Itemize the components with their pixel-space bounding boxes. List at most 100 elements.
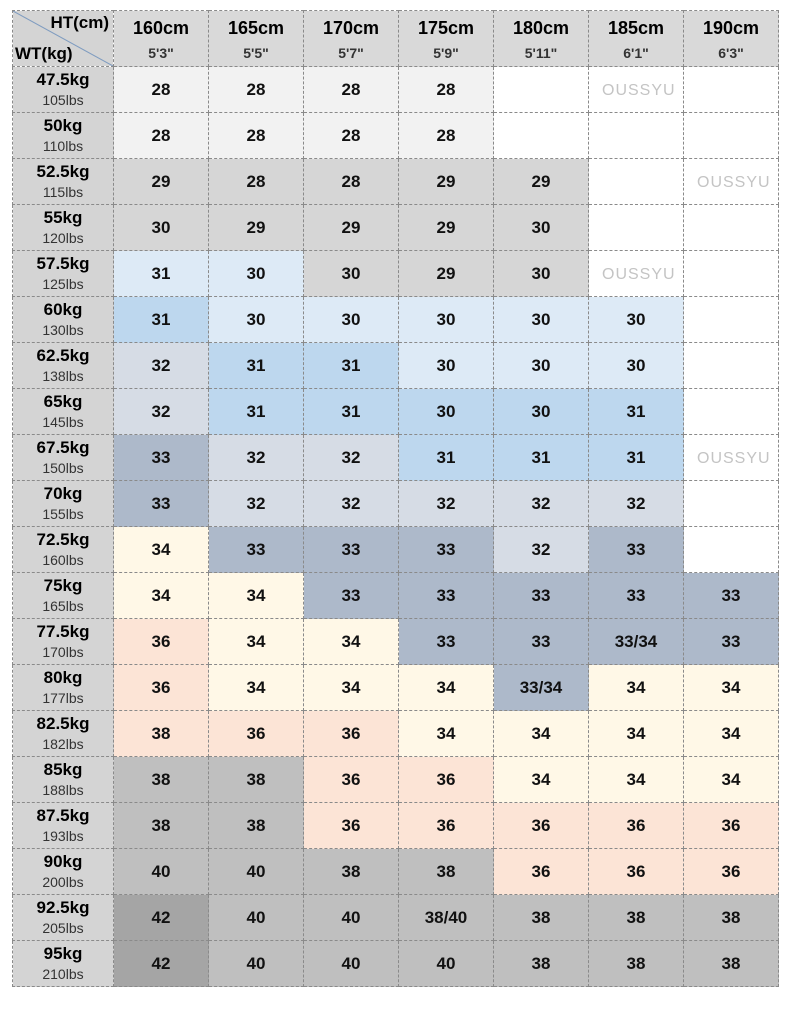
weight-lbs: 160lbs [42, 551, 84, 568]
weight-kg: 95kg [43, 943, 83, 963]
table-row: 55kg 120lbs 30 29 29 29 30 [12, 204, 779, 251]
size-cell: 33 [493, 572, 589, 619]
size-cell: 40 [208, 940, 304, 987]
size-cell: 34 [588, 664, 684, 711]
height-cm: 175cm [417, 18, 475, 38]
weight-lbs: 138lbs [42, 367, 84, 384]
size-cell: 33 [208, 526, 304, 573]
size-cell [683, 112, 779, 159]
size-cell [588, 66, 684, 113]
size-cell: 30 [493, 250, 589, 297]
size-cell: 33 [588, 526, 684, 573]
size-cell: 31 [113, 250, 209, 297]
size-cell: 38/40 [398, 894, 494, 941]
size-cell: 38 [683, 940, 779, 987]
weight-row-header: 85kg 188lbs [12, 756, 114, 803]
size-cell: 30 [493, 388, 589, 435]
size-cell: 33/34 [588, 618, 684, 665]
size-cell: 31 [588, 388, 684, 435]
size-cell: 36 [303, 710, 399, 757]
size-cell: 30 [493, 296, 589, 343]
table-row: 62.5kg 138lbs 32 31 31 30 30 30 [12, 342, 779, 389]
size-cell: 31 [398, 434, 494, 481]
weight-lbs: 105lbs [42, 91, 84, 108]
size-cell: 34 [493, 756, 589, 803]
size-cell: 32 [493, 480, 589, 527]
size-cell: 28 [303, 158, 399, 205]
size-cell: 30 [303, 296, 399, 343]
size-cell: 34 [208, 664, 304, 711]
weight-lbs: 205lbs [42, 919, 84, 936]
size-cell: 31 [588, 434, 684, 481]
table-row: 75kg 165lbs 34 34 33 33 33 33 33 [12, 572, 779, 619]
weight-row-header: 82.5kg 182lbs [12, 710, 114, 757]
size-cell: 33 [398, 526, 494, 573]
size-cell: 32 [303, 480, 399, 527]
size-cell: 32 [493, 526, 589, 573]
size-cell: 38 [303, 848, 399, 895]
weight-lbs: 155lbs [42, 505, 84, 522]
size-cell: 36 [398, 802, 494, 849]
size-cell: 36 [398, 756, 494, 803]
height-cm: 170cm [322, 18, 380, 38]
height-ft: 5'5" [243, 45, 269, 61]
height-column-header: 170cm 5'7" [303, 10, 399, 67]
weight-kg: 52.5kg [36, 161, 90, 181]
weight-kg: 80kg [43, 667, 83, 687]
size-cell: 32 [303, 434, 399, 481]
size-cell: 38 [683, 894, 779, 941]
size-cell: 38 [208, 802, 304, 849]
size-cell: 38 [113, 710, 209, 757]
weight-row-header: 90kg 200lbs [12, 848, 114, 895]
size-cell: 34 [303, 664, 399, 711]
size-cell: 28 [113, 112, 209, 159]
weight-row-header: 67.5kg 150lbs [12, 434, 114, 481]
size-cell: 28 [113, 66, 209, 113]
weight-lbs: 165lbs [42, 597, 84, 614]
weight-row-header: 72.5kg 160lbs [12, 526, 114, 573]
size-cell: 31 [303, 342, 399, 389]
size-cell: 32 [113, 388, 209, 435]
corner-header: HT(cm) WT(kg) [12, 10, 114, 67]
size-cell [683, 250, 779, 297]
height-ft: 6'3" [718, 45, 744, 61]
weight-row-header: 55kg 120lbs [12, 204, 114, 251]
weight-kg: 60kg [43, 299, 83, 319]
weight-kg: 90kg [43, 851, 83, 871]
height-column-header: 185cm 6'1" [588, 10, 684, 67]
height-ft: 5'3" [148, 45, 174, 61]
weight-lbs: 188lbs [42, 781, 84, 798]
size-cell [588, 158, 684, 205]
size-cell: 34 [303, 618, 399, 665]
weight-lbs: 182lbs [42, 735, 84, 752]
weight-kg: 92.5kg [36, 897, 90, 917]
size-cell: 31 [303, 388, 399, 435]
height-cm: 160cm [132, 18, 190, 38]
size-cell: 36 [683, 848, 779, 895]
weight-kg: 50kg [43, 115, 83, 135]
size-cell: 36 [493, 848, 589, 895]
size-cell: 34 [683, 710, 779, 757]
size-cell: 30 [398, 342, 494, 389]
height-ft: 6'1" [623, 45, 649, 61]
table-row: 90kg 200lbs 40 40 38 38 36 36 36 [12, 848, 779, 895]
table-row: 82.5kg 182lbs 38 36 36 34 34 34 34 [12, 710, 779, 757]
size-cell: 38 [398, 848, 494, 895]
size-cell: 36 [493, 802, 589, 849]
weight-kg: 72.5kg [36, 529, 90, 549]
size-cell: 30 [493, 342, 589, 389]
size-cell [588, 250, 684, 297]
size-cell: 42 [113, 940, 209, 987]
weight-kg: 55kg [43, 207, 83, 227]
size-cell: 32 [208, 480, 304, 527]
size-cell [588, 112, 684, 159]
size-cell: 36 [208, 710, 304, 757]
size-cell: 31 [493, 434, 589, 481]
diagonal-divider [13, 11, 113, 66]
weight-lbs: 115lbs [42, 183, 84, 200]
height-ft: 5'7" [338, 45, 364, 61]
size-cell: 34 [683, 756, 779, 803]
size-cell: 33 [303, 526, 399, 573]
size-cell [683, 296, 779, 343]
size-cell: 38 [588, 894, 684, 941]
